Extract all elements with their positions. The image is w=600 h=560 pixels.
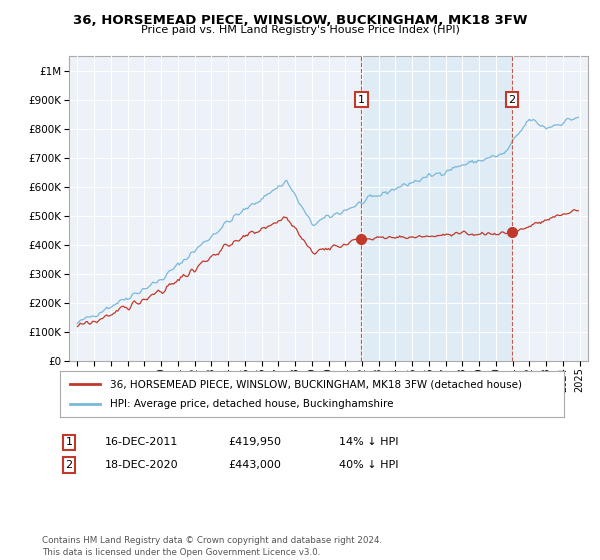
Text: 2: 2 [508, 95, 515, 105]
Bar [361, 56, 512, 361]
Text: 36, HORSEMEAD PIECE, WINSLOW, BUCKINGHAM, MK18 3FW: 36, HORSEMEAD PIECE, WINSLOW, BUCKINGHAM… [73, 14, 527, 27]
Text: £443,000: £443,000 [228, 460, 281, 470]
Text: Price paid vs. HM Land Registry's House Price Index (HPI): Price paid vs. HM Land Registry's House … [140, 25, 460, 35]
Text: 14% ↓ HPI: 14% ↓ HPI [339, 437, 398, 447]
Text: 18-DEC-2020: 18-DEC-2020 [105, 460, 179, 470]
Text: 16-DEC-2011: 16-DEC-2011 [105, 437, 178, 447]
Text: £419,950: £419,950 [228, 437, 281, 447]
Text: Contains HM Land Registry data © Crown copyright and database right 2024.
This d: Contains HM Land Registry data © Crown c… [42, 536, 382, 557]
Text: HPI: Average price, detached house, Buckinghamshire: HPI: Average price, detached house, Buck… [110, 399, 394, 409]
Text: 2: 2 [65, 460, 73, 470]
Text: 1: 1 [65, 437, 73, 447]
Text: 1: 1 [358, 95, 365, 105]
Text: 36, HORSEMEAD PIECE, WINSLOW, BUCKINGHAM, MK18 3FW (detached house): 36, HORSEMEAD PIECE, WINSLOW, BUCKINGHAM… [110, 379, 523, 389]
Text: 40% ↓ HPI: 40% ↓ HPI [339, 460, 398, 470]
